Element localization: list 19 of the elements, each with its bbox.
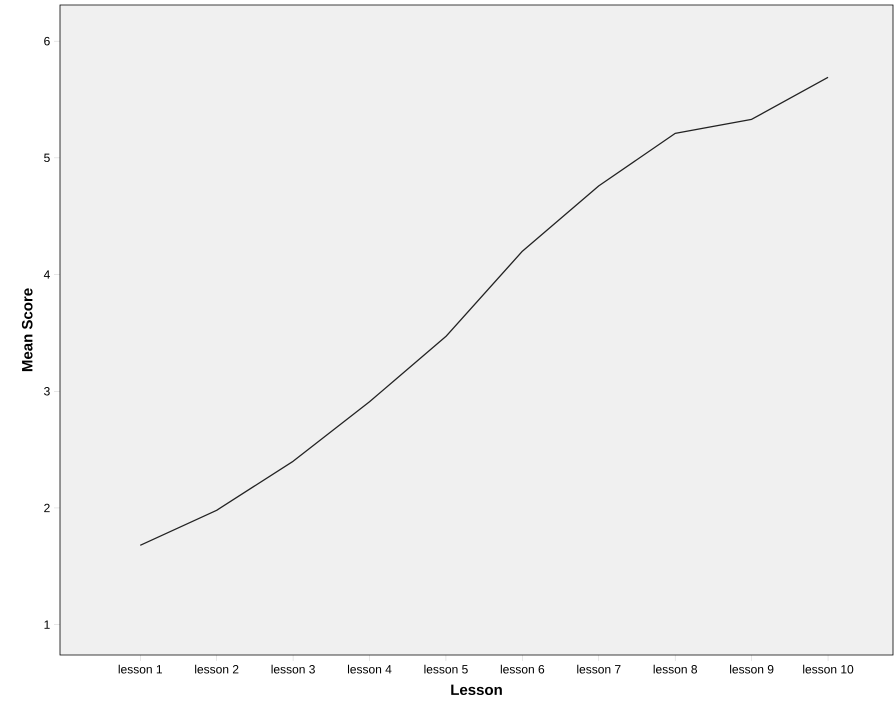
y-tick-label: 3: [44, 387, 50, 396]
y-tick-label: 5: [44, 154, 50, 162]
x-tick-label: lesson 3: [272, 664, 315, 674]
y-tick-label: 2: [44, 504, 50, 512]
y-tick-label: 1: [44, 620, 50, 629]
x-tick-label: lesson 4: [348, 664, 392, 674]
y-tick-label: 6: [44, 36, 50, 46]
y-axis-title: Mean Score: [22, 288, 33, 372]
x-tick-label: lesson 5: [424, 664, 468, 674]
x-tick-label: lesson 10: [803, 664, 854, 674]
x-tick-label: lesson 9: [730, 664, 774, 674]
x-tick-label: lesson 8: [654, 664, 698, 674]
x-tick-label: lesson 1: [118, 664, 162, 674]
y-tick-label: 4: [44, 270, 50, 279]
x-tick-label: lesson 2: [195, 664, 238, 674]
line-series: [140, 76, 829, 546]
x-tick-label: lesson 6: [500, 664, 544, 674]
x-axis-title: Lesson: [451, 684, 502, 696]
x-tick-label: lesson 7: [577, 664, 621, 674]
